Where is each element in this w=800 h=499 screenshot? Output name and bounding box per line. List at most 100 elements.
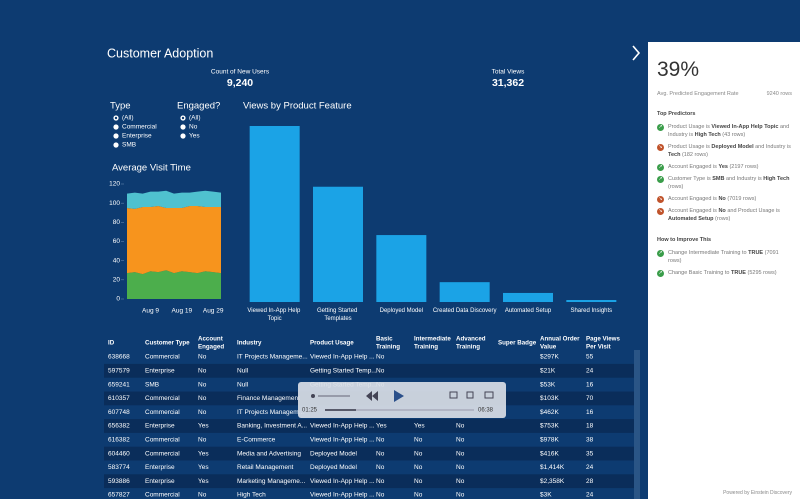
table-cell: $416K [540,450,559,457]
table-cell: 38 [586,437,594,444]
chart-title: Views by Product Feature [243,101,352,112]
table-cell: No [456,423,465,430]
insight-text: Account Engaged is Yes (2197 rows) [668,163,759,171]
table-cell: No [198,354,207,361]
filter-label: Engaged? [177,101,220,112]
fullscreen-button[interactable] [484,391,494,399]
table-cell: No [376,478,385,485]
rate-label: Avg. Predicted Engagement Rate [657,91,739,97]
x-tick-label: Deployed Model [380,308,423,314]
table-cell: Yes [376,423,387,430]
table-cell: No [456,464,465,471]
column-header: Account [198,336,223,343]
radio-button[interactable] [180,124,186,130]
bar [376,235,427,302]
row-stripe [104,419,634,433]
table-cell: Commercial [145,450,180,457]
radio-button[interactable] [113,124,119,130]
y-tick-label: 80 [113,219,121,226]
table-cell: 657827 [108,492,130,499]
table-cell: Viewed In-App Help ... [310,354,375,361]
rewind-button[interactable] [366,391,378,401]
table-cell: No [376,450,385,457]
table-cell: Retail Management [237,464,294,471]
x-tick-label: Viewed In-App Help Topic [247,308,302,322]
x-tick-label: Shared Insights [570,308,612,314]
table-cell: No [198,395,207,402]
kpi-label: Total Views [492,69,526,76]
table-cell: 24 [586,464,594,471]
caption-button[interactable] [449,391,458,399]
table-cell: No [414,450,423,457]
expand-chevron[interactable] [632,45,641,61]
direction-icon: ↗ [657,124,664,131]
direction-icon: ↘ [657,196,664,203]
table-cell: Enterprise [145,368,175,375]
direction-icon: ↗ [657,164,664,171]
volume-icon[interactable] [311,394,315,398]
kpi-label: Count of New Users [211,69,270,76]
insight-text: Account Engaged is No (7019 rows) [668,195,756,203]
text: Product Usage is [668,144,712,150]
column-header: Super Badge [498,340,537,347]
column-header: Advanced [456,336,486,343]
column-header: Value [540,344,557,351]
table-cell: $53K [540,381,556,388]
table-cell: 656382 [108,423,130,430]
table-cell: 604460 [108,450,130,457]
text: (rows) [713,216,731,222]
kpi-value: 9,240 [227,77,253,89]
column-header: Training [414,344,438,351]
radio-button[interactable] [113,142,119,148]
insight-text: Product Usage is Deployed Model and Indu… [668,143,792,159]
column-header: Intermediate [414,336,451,343]
scrollbar[interactable] [634,350,640,499]
play-button[interactable] [394,390,404,402]
direction-icon: ↘ [657,144,664,151]
direction-icon: ↘ [657,208,664,215]
table-cell: $1,414K [540,464,565,471]
table-cell: No [456,492,465,499]
table-cell: IT Projects Managem... [237,409,304,416]
rate-row: Avg. Predicted Engagement Rate 9240 rows [657,91,792,97]
x-tick-label: Aug 19 [172,308,193,315]
column-header: Per Visit [586,344,611,351]
radio-button[interactable] [113,133,119,139]
table-cell: No [414,464,423,471]
filter-option: Commercial [122,124,157,131]
insight-text: Change Intermediate Training to TRUE (70… [668,249,792,265]
text: Product Usage is [668,124,712,130]
y-tick-label: 100 [109,200,120,207]
table-cell: No [456,450,465,457]
table-cell: Yes [414,423,425,430]
direction-icon: ↗ [657,250,664,257]
text: Change Intermediate Training to [668,250,749,256]
table-cell: Yes [198,423,209,430]
table-cell: Getting Started Temp... [310,368,377,375]
text: (rows) [668,184,684,190]
table-cell: No [456,437,465,444]
direction-icon: ↗ [657,176,664,183]
table-cell: No [198,437,207,444]
table-cell: 28 [586,478,594,485]
x-tick-label: Getting Started Templates [317,308,359,322]
table-cell: No [198,492,207,499]
column-header: Basic [376,336,393,343]
insight-item: ↘ Account Engaged is No and Product Usage… [657,207,792,223]
highlight: Viewed In-App Help Topic [711,124,779,130]
text: and Industry is [724,176,764,182]
highlight: High Tech [694,132,721,138]
radio-button[interactable] [180,133,186,139]
column-header: Training [456,344,480,351]
table-cell: 24 [586,368,594,375]
direction-icon: ↗ [657,270,664,277]
y-tick-label: 20 [113,277,121,284]
column-header: ID [108,340,115,347]
table-cell: 70 [586,395,594,402]
share-button[interactable] [466,391,474,399]
table-cell: Viewed In-App Help ... [310,423,375,430]
video-player[interactable]: 01:25 06:38 [298,382,506,418]
table-cell: 659241 [108,381,130,388]
table-cell: $462K [540,409,559,416]
table-cell: Viewed In-App Help ... [310,478,375,485]
